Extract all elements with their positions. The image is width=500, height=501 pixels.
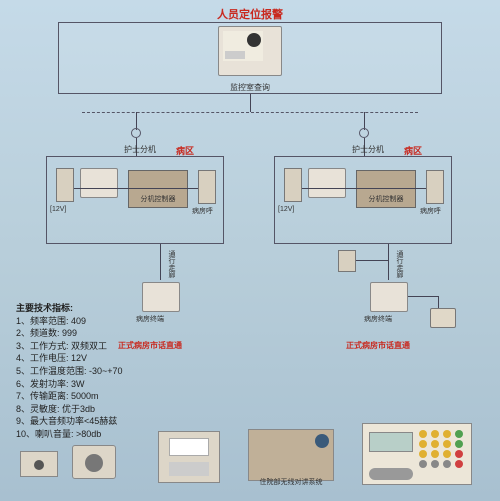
specs-item: 6、发射功率: 3W bbox=[16, 378, 123, 391]
btm-phone-large bbox=[362, 423, 472, 485]
right-terminal-caption: 病房终端 bbox=[364, 314, 392, 324]
right-wall-caption: 病房呼 bbox=[420, 206, 441, 216]
left-down-caption: 通行走廊 bbox=[166, 250, 176, 278]
branch-right-subtitle: 护士分机 bbox=[352, 144, 384, 155]
left-control-caption: 分机控制器 bbox=[128, 194, 188, 204]
specs-item: 8、灵敏度: 优于3db bbox=[16, 403, 123, 416]
conn-master-down bbox=[250, 94, 251, 112]
right-control-caption: 分机控制器 bbox=[356, 194, 416, 204]
left-psu-label: [12V] bbox=[50, 206, 66, 213]
specs-item: 3、工作方式: 双频双工 bbox=[16, 340, 123, 353]
btm-device-2 bbox=[72, 445, 116, 479]
left-bottom-red: 正式病房市话直通 bbox=[118, 340, 182, 351]
right-sub-line bbox=[356, 260, 388, 261]
bottom-row: 住院部无线对讲系统 bbox=[0, 417, 500, 487]
btm-device-1 bbox=[20, 451, 58, 477]
specs-item: 4、工作电压: 12V bbox=[16, 352, 123, 365]
right-phone bbox=[308, 168, 346, 198]
left-phone bbox=[80, 168, 118, 198]
right-inner-line bbox=[302, 188, 426, 189]
branch-left-subtitle: 护士分机 bbox=[124, 144, 156, 155]
specs-item: 7、传输距离: 5000m bbox=[16, 390, 123, 403]
left-wall bbox=[198, 170, 216, 204]
specs-item: 1、频率范围: 409 bbox=[16, 315, 123, 328]
left-terminal bbox=[142, 282, 180, 312]
left-psu bbox=[56, 168, 74, 202]
btm-control-device bbox=[248, 429, 334, 481]
master-caption: 监控室查询 bbox=[218, 82, 282, 93]
specs-item: 2、频道数: 999 bbox=[16, 327, 123, 340]
left-down-line bbox=[160, 244, 161, 280]
conn-dotted bbox=[82, 112, 418, 113]
right-speaker bbox=[430, 308, 456, 328]
left-terminal-caption: 病房终端 bbox=[136, 314, 164, 324]
right-bottom-red: 正式病房市话直通 bbox=[346, 340, 410, 351]
right-speaker-line bbox=[408, 296, 438, 297]
node-left bbox=[131, 128, 141, 138]
left-wall-caption: 病房呼 bbox=[192, 206, 213, 216]
right-wall bbox=[426, 170, 444, 204]
right-down-line bbox=[388, 244, 389, 280]
top-title: 人员定位报警 bbox=[0, 6, 500, 22]
btm-control-caption: 住院部无线对讲系统 bbox=[248, 477, 334, 487]
node-right bbox=[359, 128, 369, 138]
master-phone-device bbox=[218, 26, 282, 76]
right-speaker-vline bbox=[438, 296, 439, 308]
right-psu-label: [12V] bbox=[278, 206, 294, 213]
left-inner-line bbox=[74, 188, 198, 189]
right-terminal bbox=[370, 282, 408, 312]
right-subunit bbox=[338, 250, 356, 272]
specs-title: 主要技术指标: bbox=[16, 302, 123, 315]
btm-device-3 bbox=[158, 431, 220, 483]
right-psu bbox=[284, 168, 302, 202]
specs-item: 5、工作温度范围: -30~+70 bbox=[16, 365, 123, 378]
right-down-caption: 通行走廊 bbox=[394, 250, 404, 278]
